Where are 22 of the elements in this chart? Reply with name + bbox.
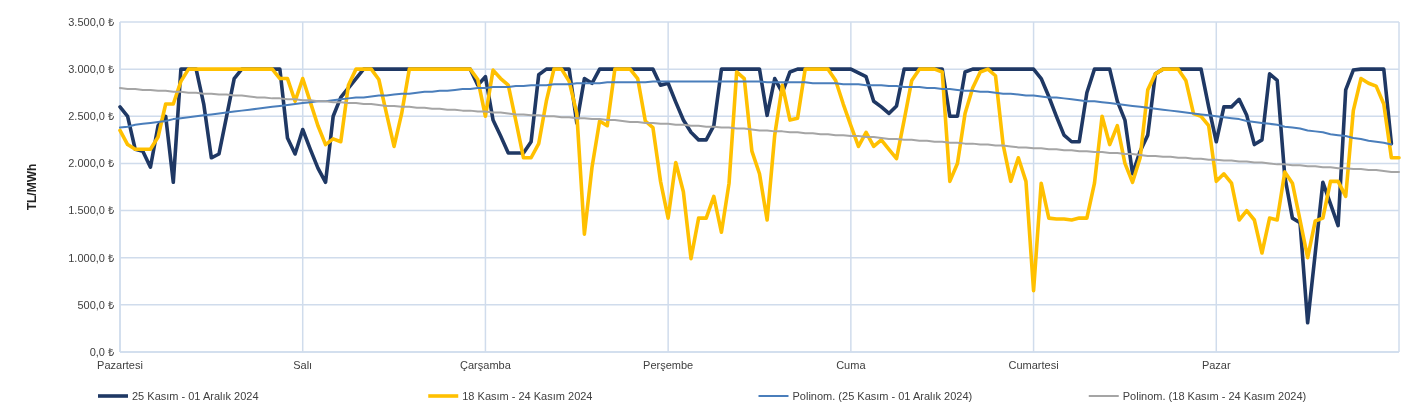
legend-label: Polinom. (25 Kasım - 01 Aralık 2024) xyxy=(792,390,973,402)
y-tick-label: 3.000,0 ₺ xyxy=(68,62,114,75)
line-series xyxy=(119,80,1393,146)
y-tick-label: 0,0 ₺ xyxy=(89,345,114,358)
y-tick-label: 3.500,0 ₺ xyxy=(68,15,114,28)
y-tick-label: 500,0 ₺ xyxy=(77,298,114,311)
y-tick-label: 2.000,0 ₺ xyxy=(68,157,114,170)
y-tick-label: 1.000,0 ₺ xyxy=(68,251,114,264)
line-series xyxy=(119,87,1400,173)
x-tick-label: Cumartesi xyxy=(1008,359,1059,371)
x-tick-label: Pazar xyxy=(1201,359,1231,371)
legend-label: Polinom. (18 Kasım - 24 Kasım 2024) xyxy=(1122,390,1307,402)
x-tick-label: Perşembe xyxy=(643,359,694,371)
legend-label: 18 Kasım - 24 Kasım 2024 xyxy=(462,390,593,402)
x-tick-label: Salı xyxy=(293,359,313,371)
y-axis-title: TL/MWh xyxy=(25,163,39,211)
y-tick-label: 2.500,0 ₺ xyxy=(68,110,114,123)
x-tick-label: Çarşamba xyxy=(460,359,512,371)
legend-label: 25 Kasım - 01 Aralık 2024 xyxy=(132,390,259,402)
x-tick-label: Pazartesi xyxy=(97,359,143,371)
x-tick-label: Cuma xyxy=(836,359,867,371)
y-tick-label: 1.500,0 ₺ xyxy=(68,204,114,217)
